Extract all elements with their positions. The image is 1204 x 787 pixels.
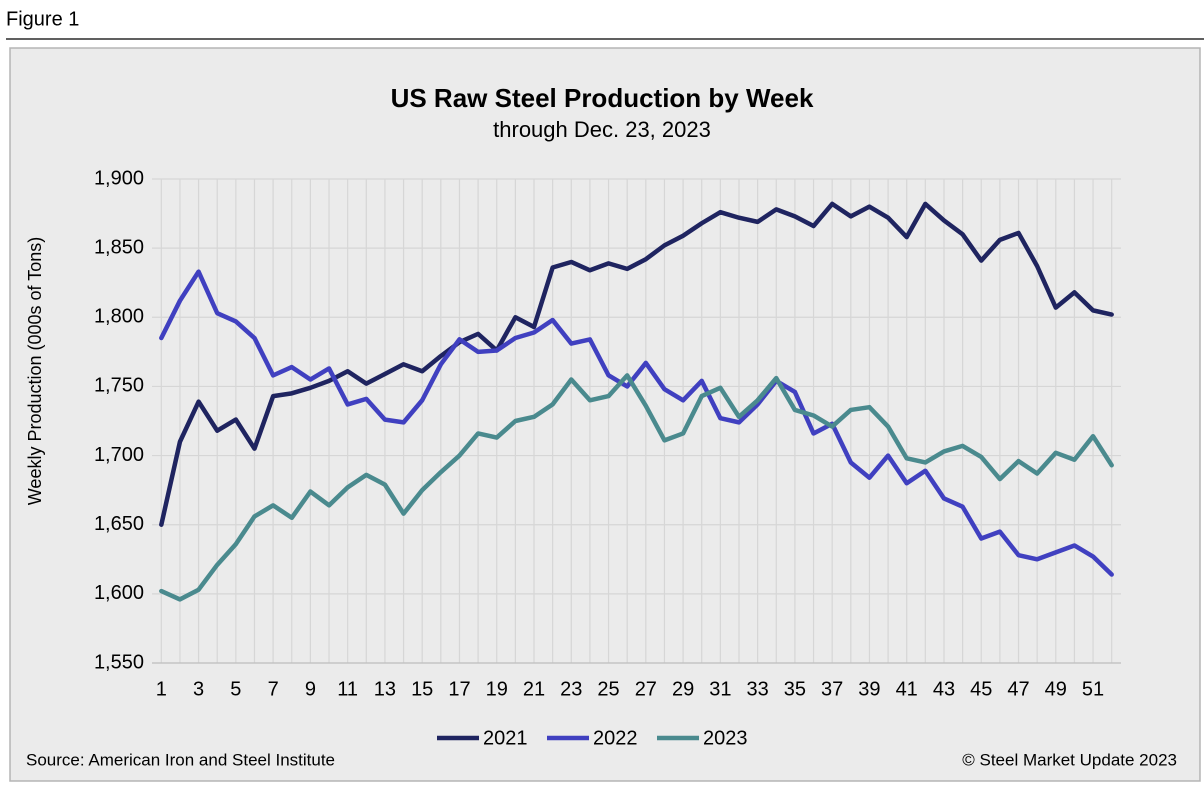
legend-label: 2023 — [703, 727, 748, 749]
chart-subtitle: through Dec. 23, 2023 — [493, 117, 711, 142]
chart-title: US Raw Steel Production by Week — [391, 83, 814, 113]
y-tick-label: 1,650 — [94, 513, 144, 535]
x-tick-label: 39 — [858, 678, 880, 700]
x-tick-label: 23 — [560, 678, 582, 700]
y-tick-label: 1,850 — [94, 236, 144, 258]
y-axis-label: Weekly Production (000s of Tons) — [25, 237, 45, 505]
series-line — [159, 201, 1114, 527]
chart: US Raw Steel Production by Week through … — [25, 83, 1177, 770]
x-tick-label: 21 — [523, 678, 545, 700]
x-tick-label: 35 — [784, 678, 806, 700]
x-tick-label: 47 — [1007, 678, 1029, 700]
x-tick-label: 37 — [821, 678, 843, 700]
x-tick-label: 19 — [486, 678, 508, 700]
figure-label: Figure 1 — [6, 8, 79, 30]
source-note: Source: American Iron and Steel Institut… — [26, 750, 335, 769]
x-tick-label: 51 — [1082, 678, 1104, 700]
y-tick-label: 1,800 — [94, 306, 144, 328]
x-tick-label: 3 — [193, 678, 204, 700]
y-tick-label: 1,700 — [94, 444, 144, 466]
y-tick-label: 1,550 — [94, 651, 144, 673]
x-tick-label: 1 — [156, 678, 167, 700]
x-tick-label: 31 — [709, 678, 731, 700]
x-tick-label: 29 — [672, 678, 694, 700]
x-tick-label: 45 — [970, 678, 992, 700]
x-tick-label: 25 — [597, 678, 619, 700]
y-tick-label: 1,900 — [94, 167, 144, 189]
plot-area — [152, 179, 1121, 663]
credit-note: © Steel Market Update 2023 — [962, 750, 1177, 769]
x-tick-label: 11 — [337, 678, 358, 700]
x-tick-label: 7 — [268, 678, 279, 700]
x-tick-label: 33 — [747, 678, 769, 700]
x-tick-label: 49 — [1045, 678, 1067, 700]
y-tick-label: 1,750 — [94, 375, 144, 397]
x-tick-label: 41 — [896, 678, 918, 700]
x-tick-label: 5 — [230, 678, 241, 700]
x-tick-label: 17 — [448, 678, 470, 700]
series-line — [159, 373, 1114, 602]
x-tick-label: 43 — [933, 678, 955, 700]
x-tick-label: 13 — [374, 678, 396, 700]
series-line — [159, 269, 1114, 577]
x-tick-label: 27 — [635, 678, 657, 700]
y-tick-label: 1,600 — [94, 582, 144, 604]
x-tick-label: 15 — [411, 678, 433, 700]
legend-label: 2022 — [593, 727, 638, 749]
legend-label: 2021 — [483, 727, 528, 749]
x-tick-label: 9 — [305, 678, 316, 700]
